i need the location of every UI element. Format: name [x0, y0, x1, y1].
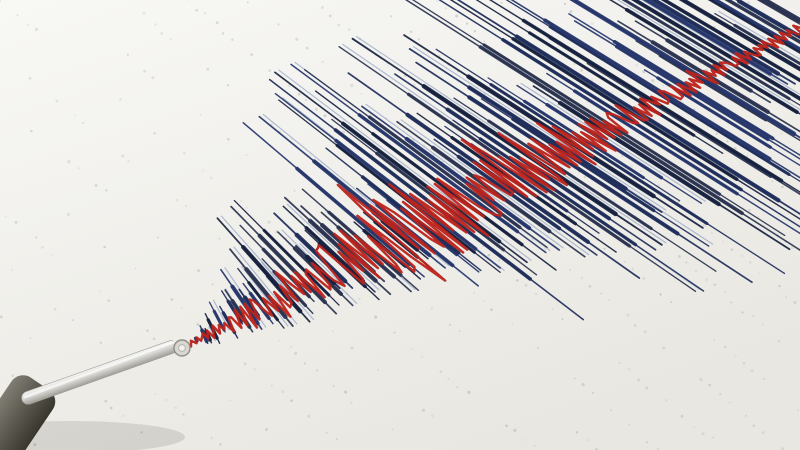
stylus-shadow: [0, 421, 185, 450]
stylus-tip-ring-hole: [178, 344, 186, 352]
seismic-trace-red: [185, 21, 800, 348]
stylus: [0, 339, 191, 450]
seismic-spikes-navy: [193, 0, 800, 345]
stylus-arm: [0, 375, 56, 450]
stylus-shaft-highlight: [23, 340, 176, 399]
